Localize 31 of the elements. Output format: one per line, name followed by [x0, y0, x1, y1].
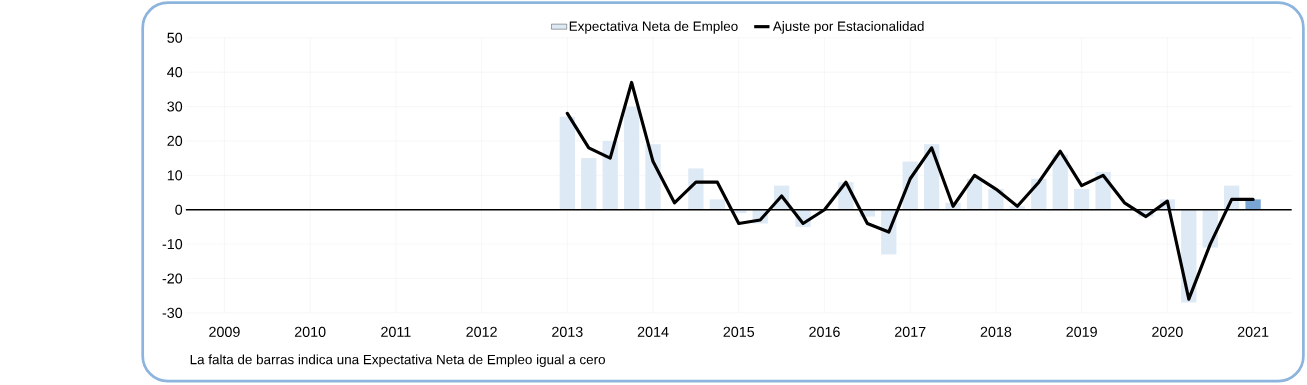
- x-tick-label: 2015: [723, 326, 755, 338]
- text: La falta de barras indica una Expectativa Neta de Empleo igual a cero: [190, 354, 605, 368]
- x-tick-label: 2016: [809, 326, 840, 338]
- bar: [559, 116, 575, 210]
- y-tick-label: 30: [167, 101, 183, 112]
- bar: [1074, 189, 1090, 210]
- x-tick-label: 2013: [552, 326, 583, 338]
- bar: [623, 106, 640, 210]
- x-tick-label: 2017: [894, 326, 926, 338]
- legend-label: Expectativa Neta de Empleo: [569, 21, 738, 34]
- bar: [709, 199, 725, 210]
- y-tick-label: -10: [162, 239, 183, 250]
- y-tick-label: 0: [175, 204, 183, 215]
- bar: [581, 158, 597, 210]
- legend-label: Ajuste por Estacionalidad: [772, 21, 924, 34]
- x-tick-label: 2021: [1237, 326, 1269, 338]
- bar: [1052, 154, 1068, 210]
- x-tick-label: 2012: [466, 326, 497, 338]
- x-tick-label: 2009: [209, 326, 240, 338]
- x-tick-label: 2020: [1152, 326, 1183, 338]
- x-tick-label: 2010: [294, 326, 326, 338]
- y-tick-label: 20: [167, 135, 183, 147]
- y-tick-label: -20: [162, 273, 183, 284]
- x-tick-label: 2019: [1066, 326, 1097, 338]
- x-tick-label: 2018: [980, 326, 1012, 338]
- y-tick-label: 50: [167, 32, 183, 43]
- y-tick-label: 10: [167, 170, 183, 181]
- y-tick-label: 40: [167, 67, 183, 78]
- x-tick-label: 2011: [381, 326, 411, 338]
- y-tick-label: -30: [162, 307, 183, 319]
- x-tick-label: 2014: [637, 326, 669, 338]
